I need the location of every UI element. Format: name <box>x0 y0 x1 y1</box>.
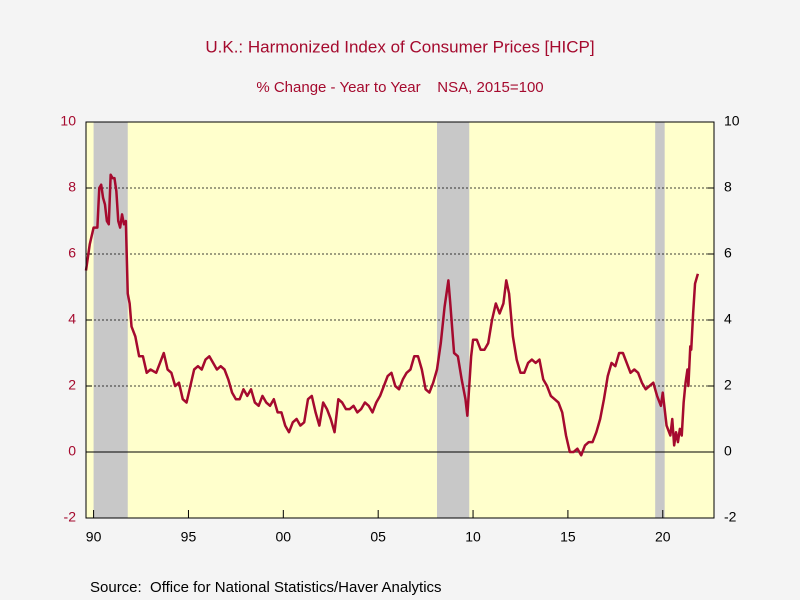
chart-subtitle: % Change - Year to Year NSA, 2015=100 <box>256 79 543 96</box>
y2-tick-label: 2 <box>724 377 732 393</box>
y-tick-label: 2 <box>68 377 76 393</box>
y-tick-label: 4 <box>68 311 76 327</box>
x-tick-label: 00 <box>276 529 292 545</box>
source-note: Source: Office for National Statistics/H… <box>90 579 442 596</box>
x-tick-label: 15 <box>560 529 576 545</box>
y-tick-label: 0 <box>68 443 76 459</box>
y-tick-label: 8 <box>68 179 76 195</box>
x-tick-label: 10 <box>465 529 481 545</box>
y2-tick-label: 8 <box>724 179 732 195</box>
x-tick-label: 05 <box>370 529 386 545</box>
x-tick-label: 95 <box>181 529 197 545</box>
data-line <box>84 173 700 457</box>
recession-shade <box>436 122 470 518</box>
y-tick-label: 10 <box>60 113 76 129</box>
y2-tick-label: 4 <box>724 311 732 327</box>
plot-border <box>85 121 715 519</box>
x-tick-label: 20 <box>655 529 671 545</box>
y-tick-label: 6 <box>68 245 76 261</box>
y2-tick-label: 10 <box>724 113 740 129</box>
x-tick-label: 90 <box>86 529 102 545</box>
y-tick-label: -2 <box>64 509 77 525</box>
chart-title: U.K.: Harmonized Index of Consumer Price… <box>205 37 594 56</box>
y2-tick-label: 0 <box>724 443 732 459</box>
y2-tick-label: -2 <box>724 509 737 525</box>
y2-tick-label: 6 <box>724 245 732 261</box>
